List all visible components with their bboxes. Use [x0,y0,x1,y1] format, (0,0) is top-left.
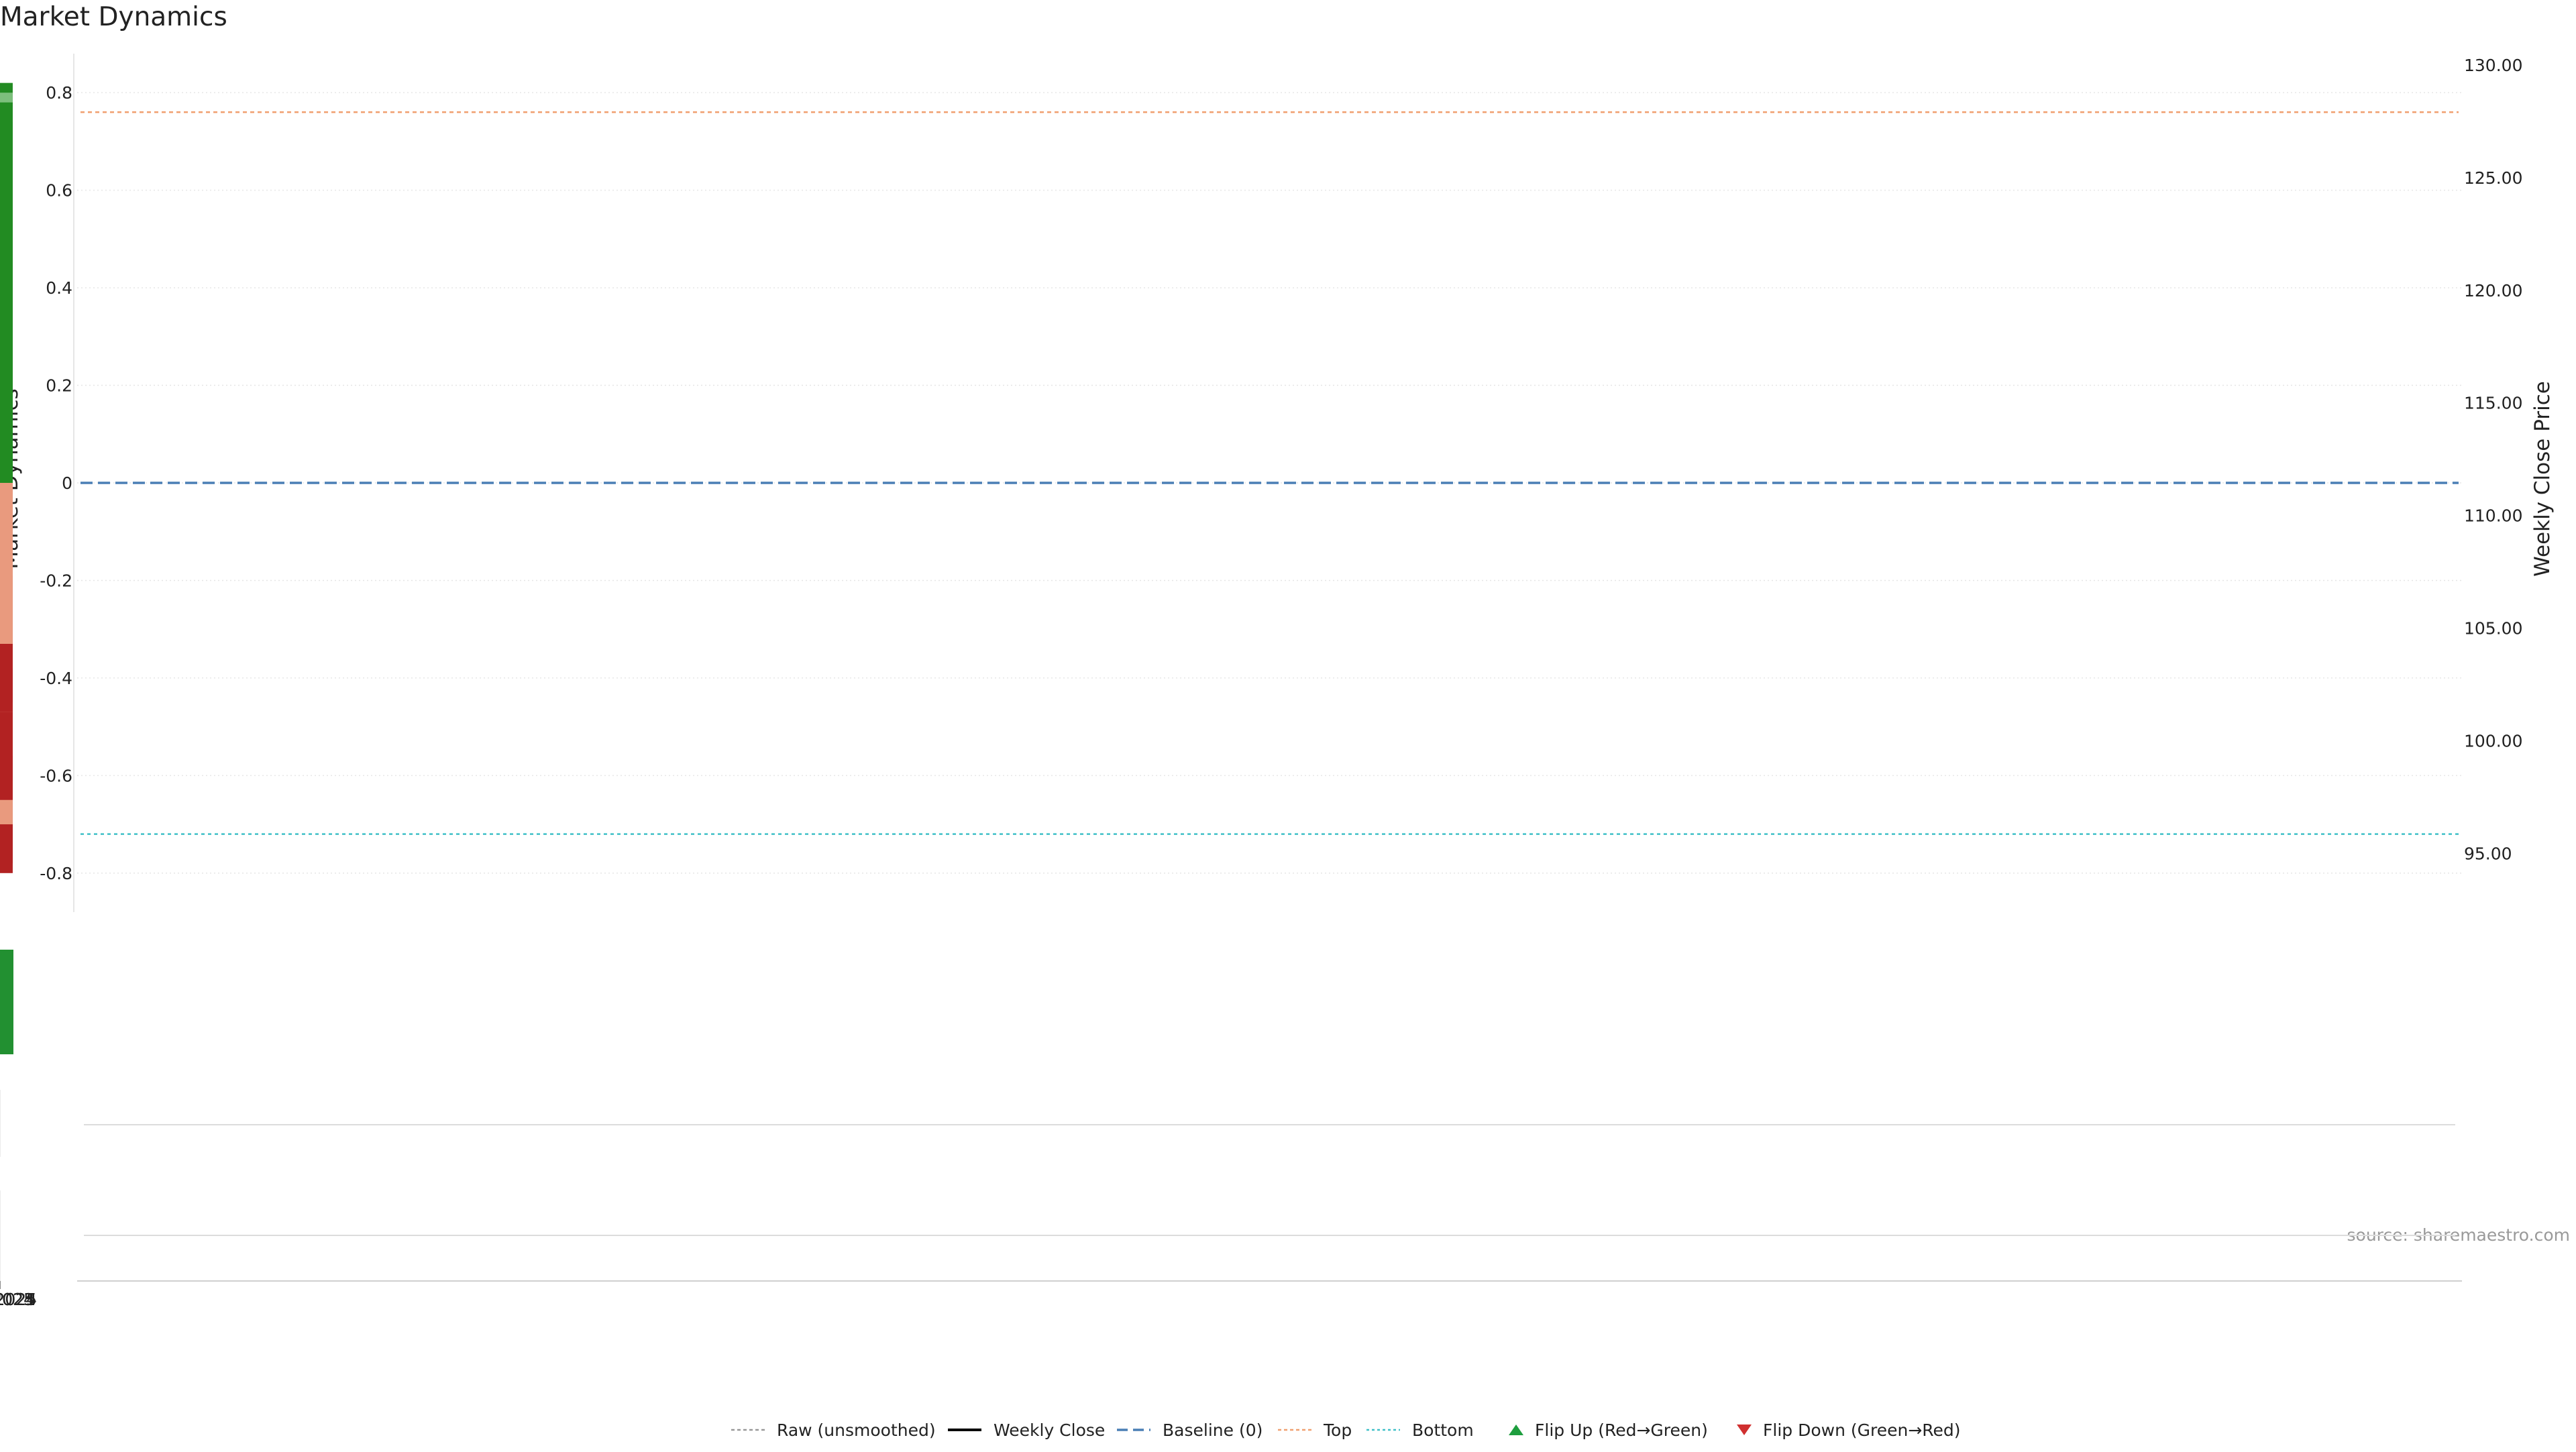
legend-entry-label: Raw (unsmoothed) [777,1420,936,1440]
legend-entry-label: Bottom [1412,1420,1474,1440]
legend: Raw (unsmoothed) Weekly Close Baseline (0)… [731,1420,1961,1440]
y2-tick-label: 105.00 [2464,619,2522,638]
x-tick-label: Jul 2024 [0,1290,34,1309]
y-tick-label: -0.4 [40,669,72,688]
y-tick-label: 0.4 [46,278,72,298]
heat-strip-cell [0,950,13,1054]
y-tick-label: 0.2 [46,376,72,396]
legend-entry-label: Weekly Close [994,1420,1105,1440]
grid-layer [0,54,2462,1282]
y2-tick-label: 115.00 [2464,394,2522,413]
y2-tick-label: 100.00 [2464,732,2522,751]
dynamics-bar [0,483,13,576]
bars-layer [0,82,13,873]
legend-entry-label: Flip Down (Green→Red) [1763,1420,1961,1440]
y2-tick-label: 110.00 [2464,506,2522,526]
lines-layer [80,111,2459,835]
dynamics-bar [0,483,13,493]
legend-swatch-flip-down [1737,1425,1752,1435]
y-tick-label: -0.8 [40,864,72,883]
y-tick-label: -0.2 [40,571,72,590]
y-tick-label: -0.6 [40,766,72,785]
y2-axis-label: Weekly Close Price [2530,381,2555,577]
x-tick-label: Jan 2024 [0,1290,37,1309]
y2-tick-label: 125.00 [2464,168,2522,188]
y2-tick-label: 130.00 [2464,56,2522,75]
ticks-layer: 0.8 0.6 0.4 0.2 0 -0.2 -0.4 -0.6 -0.8 130.00 125.0… [0,56,2522,1309]
legend-entry-label: Top [1323,1420,1352,1440]
dynamics-bar [0,102,13,483]
y-tick-label: 0.8 [46,83,72,103]
heat-strip-layer [0,950,13,1054]
legend-entry-label: Flip Up (Red→Green) [1535,1420,1708,1440]
legend-swatch-flip-up [1509,1425,1523,1435]
x-tick-label: Jul 2025 [0,1290,34,1309]
y-tick-label: 0 [62,473,72,493]
legend-entry-label: Baseline (0) [1163,1420,1263,1440]
x-tick-label: Jul 2023 [0,1290,34,1309]
x-tick-label: Jan 2025 [0,1290,37,1309]
y2-tick-label: 95.00 [2464,844,2512,864]
y-tick-label: 0.6 [46,181,72,201]
y2-tick-label: 120.00 [2464,281,2522,300]
chart-title: Market Dynamics [0,2,227,32]
